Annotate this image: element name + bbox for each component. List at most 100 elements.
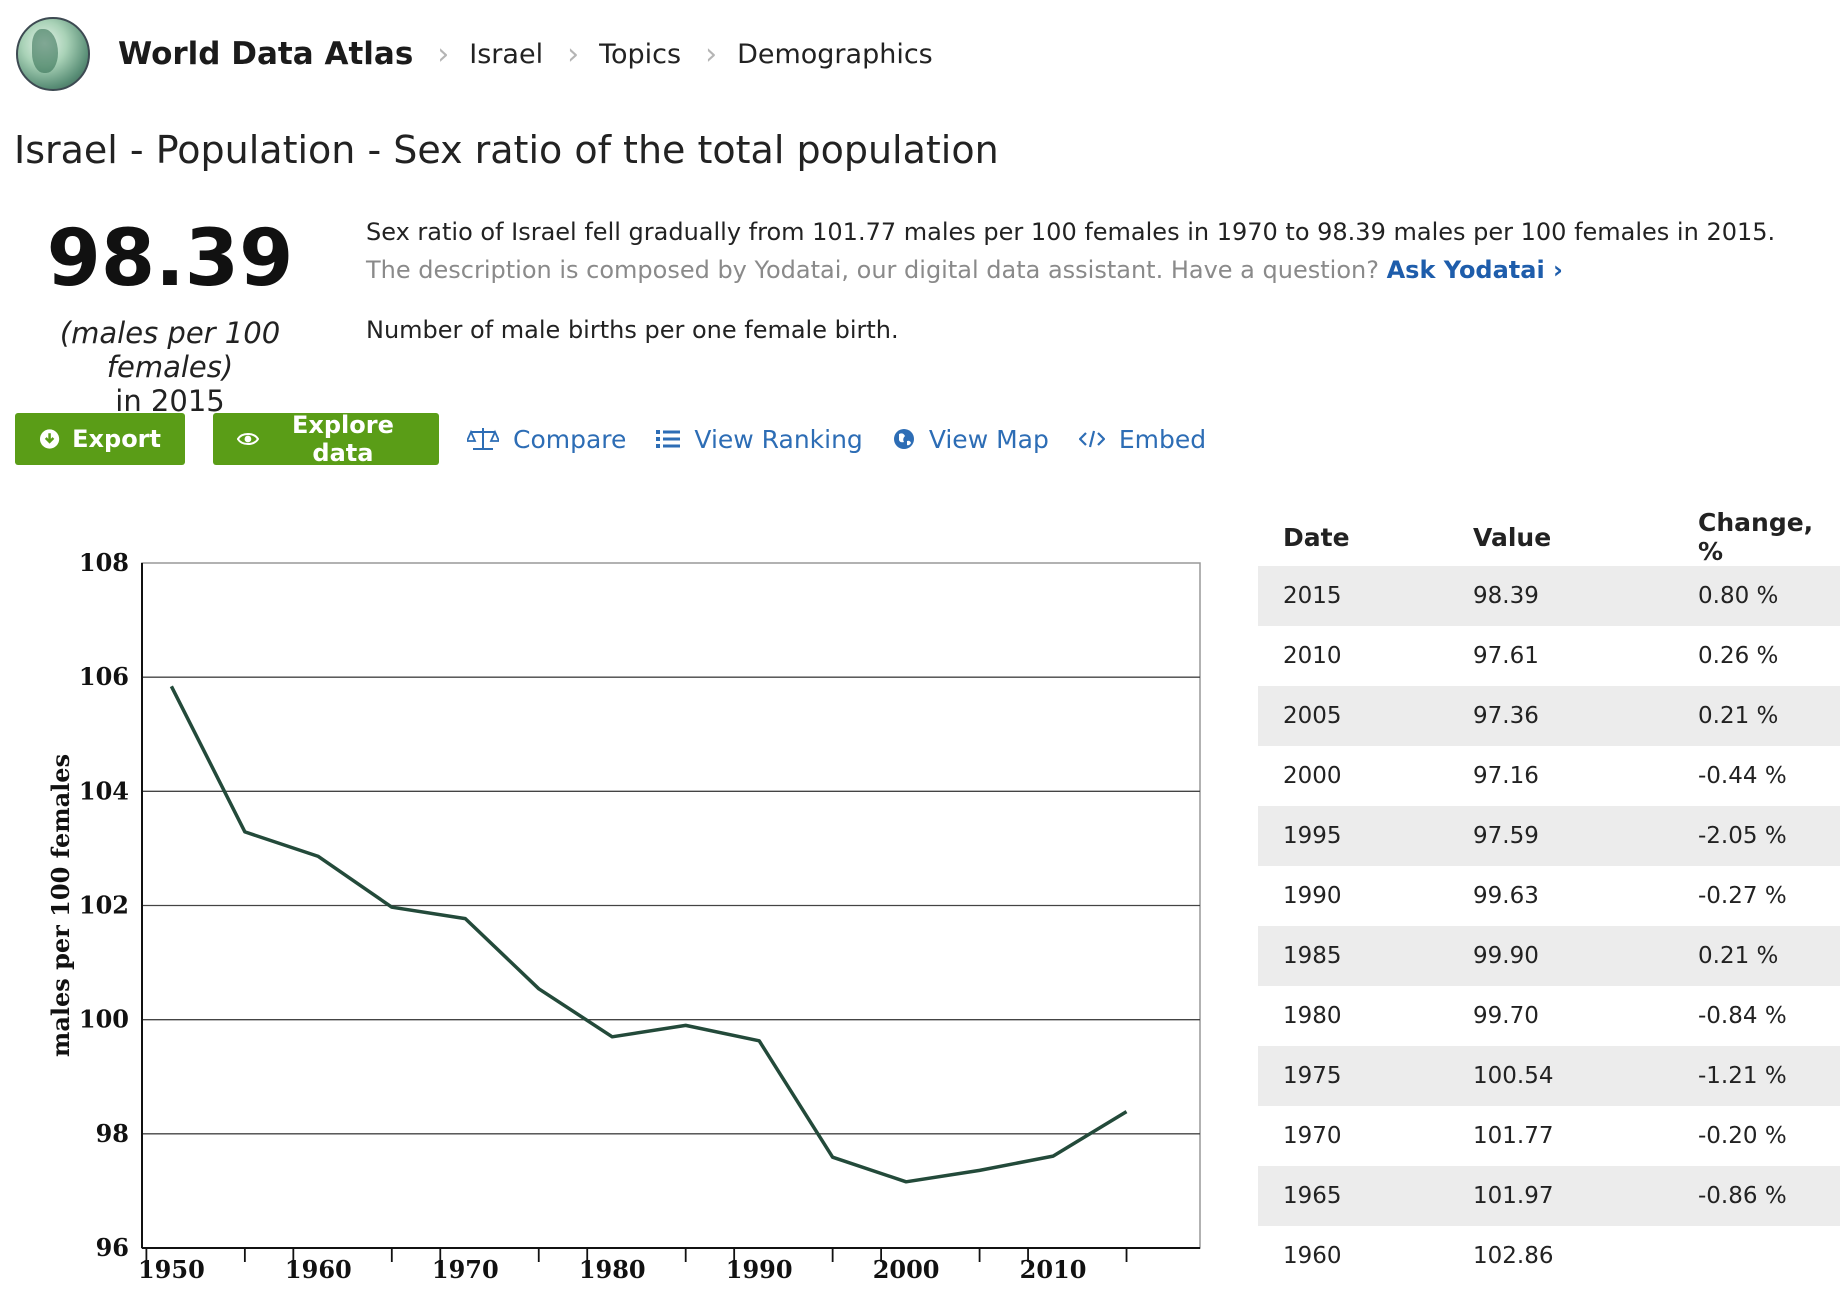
- date-cell: 2010: [1283, 643, 1342, 669]
- breadcrumb-topics[interactable]: Topics: [599, 38, 682, 70]
- chevron-right-icon: ›: [705, 36, 718, 72]
- table-row: 1965 101.97 -0.86 %: [1258, 1166, 1840, 1226]
- change-cell: 0.26 %: [1698, 643, 1779, 669]
- x-tick-label: 1990: [726, 1255, 793, 1284]
- value-cell: 97.59: [1448, 806, 1673, 866]
- value-cell: 101.77: [1473, 1123, 1554, 1149]
- table-row: 2010 97.61 0.26 %: [1258, 626, 1840, 686]
- date-cell: 1970: [1283, 1123, 1342, 1149]
- breadcrumb-demographics[interactable]: Demographics: [737, 38, 933, 70]
- value-cell: 99.63: [1473, 883, 1539, 909]
- action-bar: Export Explore data Compare View Ranking…: [15, 411, 1236, 467]
- x-tick-label: 2000: [873, 1255, 940, 1284]
- table-row: 1975 100.54 -1.21 %: [1258, 1046, 1840, 1106]
- y-tick-label: 104: [79, 776, 129, 805]
- change-cell: -0.86 %: [1673, 1166, 1840, 1226]
- summary-unit: (males per 100 females): [59, 316, 281, 384]
- explore-data-label: Explore data: [291, 411, 394, 467]
- embed-link[interactable]: Embed: [1078, 425, 1206, 454]
- x-tick-label: 1970: [432, 1255, 499, 1284]
- view-map-link[interactable]: View Map: [893, 425, 1049, 454]
- date-cell: 1990: [1283, 883, 1342, 909]
- export-button[interactable]: Export: [15, 413, 185, 465]
- table-row: 1960 102.86: [1258, 1226, 1840, 1286]
- value-cell: 99.90: [1448, 926, 1673, 986]
- ask-yodatai-link[interactable]: Ask Yodatai ›: [1386, 256, 1563, 284]
- scales-icon: [467, 428, 499, 450]
- date-cell: 1985: [1258, 926, 1448, 986]
- value-cell: 98.39: [1448, 566, 1673, 626]
- change-cell: -0.84 %: [1698, 1003, 1787, 1029]
- change-cell: 0.21 %: [1673, 926, 1840, 986]
- y-tick-label: 108: [79, 548, 129, 577]
- value-cell: 99.70: [1473, 1003, 1539, 1029]
- change-cell: 0.21 %: [1673, 686, 1840, 746]
- change-cell: -0.44 %: [1698, 763, 1787, 789]
- globe-logo-icon[interactable]: [16, 17, 90, 91]
- site-header: World Data Atlas › Israel › Topics › Dem…: [16, 16, 933, 92]
- y-tick-label: 98: [96, 1119, 129, 1148]
- y-tick-label: 102: [79, 891, 129, 920]
- view-map-label: View Map: [928, 424, 1049, 454]
- x-tick-label: 1980: [579, 1255, 646, 1284]
- explore-data-button[interactable]: Explore data: [213, 411, 439, 467]
- series-line: [169, 685, 1128, 1184]
- eye-icon: [237, 432, 259, 446]
- value-cell: 100.54: [1448, 1046, 1673, 1106]
- date-cell: 2015: [1258, 566, 1448, 626]
- globe-icon: [893, 429, 914, 449]
- date-cell: 1980: [1283, 1003, 1342, 1029]
- value-cell: 101.97: [1448, 1166, 1673, 1226]
- x-tick-label: 2010: [1020, 1255, 1087, 1284]
- column-header-value[interactable]: Value: [1473, 522, 1552, 552]
- change-cell: -2.05 %: [1673, 806, 1840, 866]
- compare-label: Compare: [513, 424, 627, 454]
- breadcrumb-israel[interactable]: Israel: [469, 38, 544, 70]
- indicator-definition: Number of male births per one female bir…: [366, 316, 899, 344]
- y-tick-label: 106: [79, 662, 129, 691]
- change-cell: 0.80 %: [1673, 566, 1840, 626]
- page-title: Israel - Population - Sex ratio of the t…: [14, 128, 999, 172]
- view-ranking-label: View Ranking: [694, 424, 863, 454]
- code-icon: [1078, 430, 1105, 448]
- change-cell: -0.27 %: [1698, 883, 1787, 909]
- date-cell: 2005: [1258, 686, 1448, 746]
- assistant-note: The description is composed by Yodatai, …: [366, 256, 1806, 284]
- view-ranking-link[interactable]: View Ranking: [656, 424, 863, 454]
- description: Sex ratio of Israel fell gradually from …: [366, 218, 1806, 344]
- download-circle-icon: [39, 429, 60, 449]
- change-cell: -0.20 %: [1698, 1123, 1787, 1149]
- x-tick-label: 1950: [138, 1255, 205, 1284]
- table-row: 2015 98.39 0.80 %: [1258, 566, 1840, 626]
- summary-value: 98.39: [46, 214, 294, 304]
- export-label: Export: [72, 425, 161, 453]
- value-cell: 97.61: [1473, 643, 1539, 669]
- value-cell: 102.86: [1473, 1243, 1554, 1269]
- sex-ratio-line-chart: 96 98 100 102 104 106 108 1950 1960 1970 1980 1990 2…: [46, 548, 1201, 1284]
- table-row: 1985 99.90 0.21 %: [1258, 926, 1840, 986]
- chevron-right-icon: ›: [437, 36, 450, 72]
- table-header-row: Date Value Change, %: [1258, 508, 1840, 566]
- table-row: 1990 99.63 -0.27 %: [1258, 866, 1840, 926]
- compare-link[interactable]: Compare: [467, 425, 626, 454]
- chevron-right-icon: ›: [567, 36, 580, 72]
- change-cell: -1.21 %: [1673, 1046, 1840, 1106]
- data-table-container: Date Value Change, % 2015 98.39 0.80 % 201…: [1258, 508, 1840, 1286]
- date-cell: 1965: [1258, 1166, 1448, 1226]
- list-icon: [656, 430, 681, 448]
- date-cell: 2000: [1283, 763, 1342, 789]
- assistant-note-text: The description is composed by Yodatai, …: [366, 256, 1379, 284]
- table-row: 1970 101.77 -0.20 %: [1258, 1106, 1840, 1166]
- site-title[interactable]: World Data Atlas: [118, 36, 414, 72]
- x-tick-label: 1960: [285, 1255, 352, 1284]
- y-axis-label: males per 100 females: [46, 754, 75, 1057]
- column-header-date[interactable]: Date: [1283, 522, 1350, 552]
- description-text: Sex ratio of Israel fell gradually from …: [366, 218, 1776, 246]
- y-tick-label: 100: [79, 1005, 129, 1034]
- table-row: 2000 97.16 -0.44 %: [1258, 746, 1840, 806]
- summary-value-block: 98.39 (males per 100 females) in 2015: [14, 220, 326, 418]
- table-row: 1980 99.70 -0.84 %: [1258, 986, 1840, 1046]
- date-cell: 1975: [1258, 1046, 1448, 1106]
- column-header-change[interactable]: Change, %: [1698, 508, 1814, 566]
- table-row: 1995 97.59 -2.05 %: [1258, 806, 1840, 866]
